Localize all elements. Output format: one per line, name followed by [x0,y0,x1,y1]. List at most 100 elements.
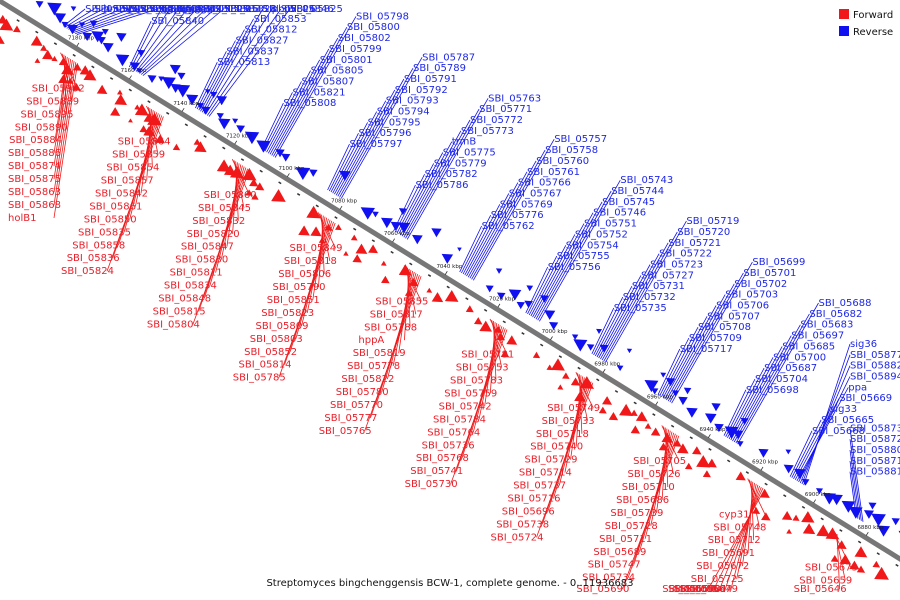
reverse-gene-label[interactable]: SBI_05687 [764,363,817,374]
reverse-gene-label[interactable]: SBI_05793 [386,96,439,107]
reverse-gene-label[interactable]: SBI_05828 [224,4,277,15]
reverse-gene-label[interactable]: SBI_05760 [536,156,589,167]
forward-gene-label[interactable]: SBI_05849 [290,243,343,254]
reverse-gene-label[interactable]: SBI_05853 [254,14,307,25]
reverse-gene-label[interactable]: SBI_05837 [226,46,279,57]
reverse-gene-label[interactable]: SBI_05799 [329,44,382,55]
forward-gene-label[interactable]: SBI_05842 [95,189,148,200]
reverse-gene-label[interactable]: sig33 [830,404,857,415]
forward-gene-label[interactable]: SBI_05711 [599,534,652,545]
reverse-gene-label[interactable]: SBI_05808 [283,98,336,109]
reverse-gene-label[interactable]: SBI_05745 [602,197,655,208]
reverse-gene-label[interactable]: SBI_05772 [470,115,523,126]
reverse-gene-label[interactable]: SBI_05813 [217,57,270,68]
reverse-gene-label[interactable]: SBI_05796 [359,128,412,139]
reverse-gene-label[interactable]: SBI_05751 [584,219,637,230]
reverse-gene-label[interactable]: hmuV [103,4,132,15]
reverse-gene-label[interactable]: SBI_05702 [734,279,787,290]
reverse-gene-label[interactable]: SBI_05769 [500,199,553,210]
reverse-gene-label[interactable]: pbp7 [272,4,297,15]
reverse-gene-label[interactable]: SBI_05703 [725,290,778,301]
reverse-gene-label[interactable]: SBI_05873 [850,423,900,434]
forward-gene-label[interactable]: SBI_05852 [244,347,297,358]
reverse-gene-label[interactable]: SBI_05763 [488,93,541,104]
forward-gene-label[interactable]: SBI_05729 [525,455,578,466]
forward-gene-label[interactable]: SBI_05748 [713,522,766,533]
reverse-gene-label[interactable]: SBI_05877 [850,350,900,361]
reverse-gene-label[interactable]: SBI_05773 [461,126,514,137]
forward-gene-label[interactable]: SBI_05712 [708,535,761,546]
forward-gene-label[interactable]: SBI_05834 [164,281,217,292]
forward-gene-label[interactable]: SBI_05742 [439,401,492,412]
forward-gene-label[interactable]: SBI_05749 [547,403,600,414]
reverse-gene-label[interactable]: SBI_05701 [743,268,796,279]
forward-gene-label[interactable]: SBI_05764 [427,427,480,438]
forward-gene-label[interactable]: SBI_05765 [319,426,372,437]
reverse-gene-label[interactable]: SBI_05838 [215,4,268,15]
forward-gene-label[interactable]: SBI_05696 [502,507,555,518]
forward-gene-label[interactable]: SBI_05819 [353,348,406,359]
forward-gene-label[interactable]: SBI_05857 [101,176,154,187]
reverse-gene-label[interactable]: SBI_05829 [197,4,250,15]
forward-gene-label[interactable]: SBI_05818 [284,256,337,267]
forward-gene-label[interactable]: SBI_05875 [8,174,61,185]
forward-gene-label[interactable]: SBI_05780 [336,387,389,398]
forward-gene-label[interactable]: SBI_05684 [674,584,727,595]
forward-gene-label[interactable]: SBI_05861 [89,201,142,212]
forward-gene-label[interactable]: SBI_05890 [15,122,68,133]
forward-gene-label[interactable]: SBI_05832 [192,216,245,227]
reverse-gene-label[interactable]: SBI_05882 [850,361,900,372]
reverse-gene-label[interactable]: SBI_05706 [716,301,769,312]
forward-gene-label[interactable]: SBI_05803 [250,334,303,345]
reverse-gene-label[interactable]: SBI_05880 [850,445,900,456]
forward-gene-label[interactable]: SBI_05770 [330,400,383,411]
forward-gene-label[interactable]: SBI_05691 [702,548,755,559]
reverse-gene-label[interactable]: SBI_05871 [850,456,900,467]
reverse-gene-label[interactable]: SBI_05685 [782,341,835,352]
forward-gene-label[interactable]: SBI_05823 [261,308,314,319]
reverse-gene-label[interactable]: SBI_05704 [755,374,808,385]
forward-gene-label[interactable]: SBI_05822 [341,374,394,385]
reverse-gene-label[interactable]: SBI_05755 [557,251,610,262]
reverse-gene-label[interactable]: SBI_05794 [377,107,430,118]
reverse-gene-label[interactable]: SBI_05872 [850,434,900,445]
forward-gene-label[interactable]: SBI_05863 [8,187,61,198]
forward-gene-label[interactable]: SBI_05884 [9,135,62,146]
reverse-gene-label[interactable]: pra2 [178,4,201,15]
reverse-gene-label[interactable]: SBI_05766 [518,178,571,189]
forward-gene-label[interactable]: SBI_05806 [278,269,331,280]
forward-gene-label[interactable]: SBI_05864 [118,137,171,148]
forward-gene-label[interactable]: SBI_05868 [8,200,61,211]
forward-gene-label[interactable]: SBI_05659 [799,576,852,587]
forward-gene-label[interactable]: SBI_05646 [794,584,847,595]
forward-gene-label[interactable]: SBI_05824 [61,266,114,277]
forward-gene-label[interactable]: SBI_05783 [450,376,503,387]
forward-gene-label[interactable]: SBI_05848 [158,294,211,305]
forward-gene-label[interactable]: SBI_05710 [622,482,675,493]
reverse-gene-label[interactable]: SBI_05700 [773,352,826,363]
forward-gene-label[interactable]: SBI_05858 [72,240,125,251]
forward-gene-label[interactable]: SBI_05850 [84,214,137,225]
reverse-gene-label[interactable]: SBI_05792 [395,85,448,96]
reverse-gene-label[interactable]: SBI_05801 [320,55,373,66]
reverse-gene-label[interactable]: SBI_05720 [677,227,730,238]
forward-gene-label[interactable]: SBI_05845 [198,203,251,214]
forward-gene-label[interactable]: hppA [358,335,384,346]
reverse-gene-label[interactable]: SBI_05756 [548,262,601,273]
forward-gene-label[interactable]: SBI_05728 [605,521,658,532]
forward-gene-label[interactable]: SBI_05741 [410,466,463,477]
forward-gene-label[interactable]: SBI_05690 [576,584,629,595]
forward-gene-label[interactable]: SBI_05809 [256,321,309,332]
reverse-gene-label[interactable]: SBI_05721 [668,238,721,249]
forward-gene-label[interactable]: SBI_05814 [239,360,292,371]
reverse-gene-label[interactable]: SBI_05761 [527,167,580,178]
reverse-gene-label[interactable]: SBI_05722 [659,249,712,260]
forward-gene-label[interactable]: SBI_05738 [496,519,549,530]
reverse-gene-label[interactable]: SBI_05669 [839,393,892,404]
reverse-gene-label[interactable]: SBI_05795 [368,117,421,128]
reverse-gene-label[interactable]: SBI_05727 [641,270,694,281]
forward-gene-label[interactable]: SBI_05785 [233,373,286,384]
reverse-gene-label[interactable]: SBI_05771 [479,104,532,115]
forward-gene-label[interactable]: SBI_05784 [433,414,486,425]
forward-gene-label[interactable]: SBI_05817 [370,309,423,320]
